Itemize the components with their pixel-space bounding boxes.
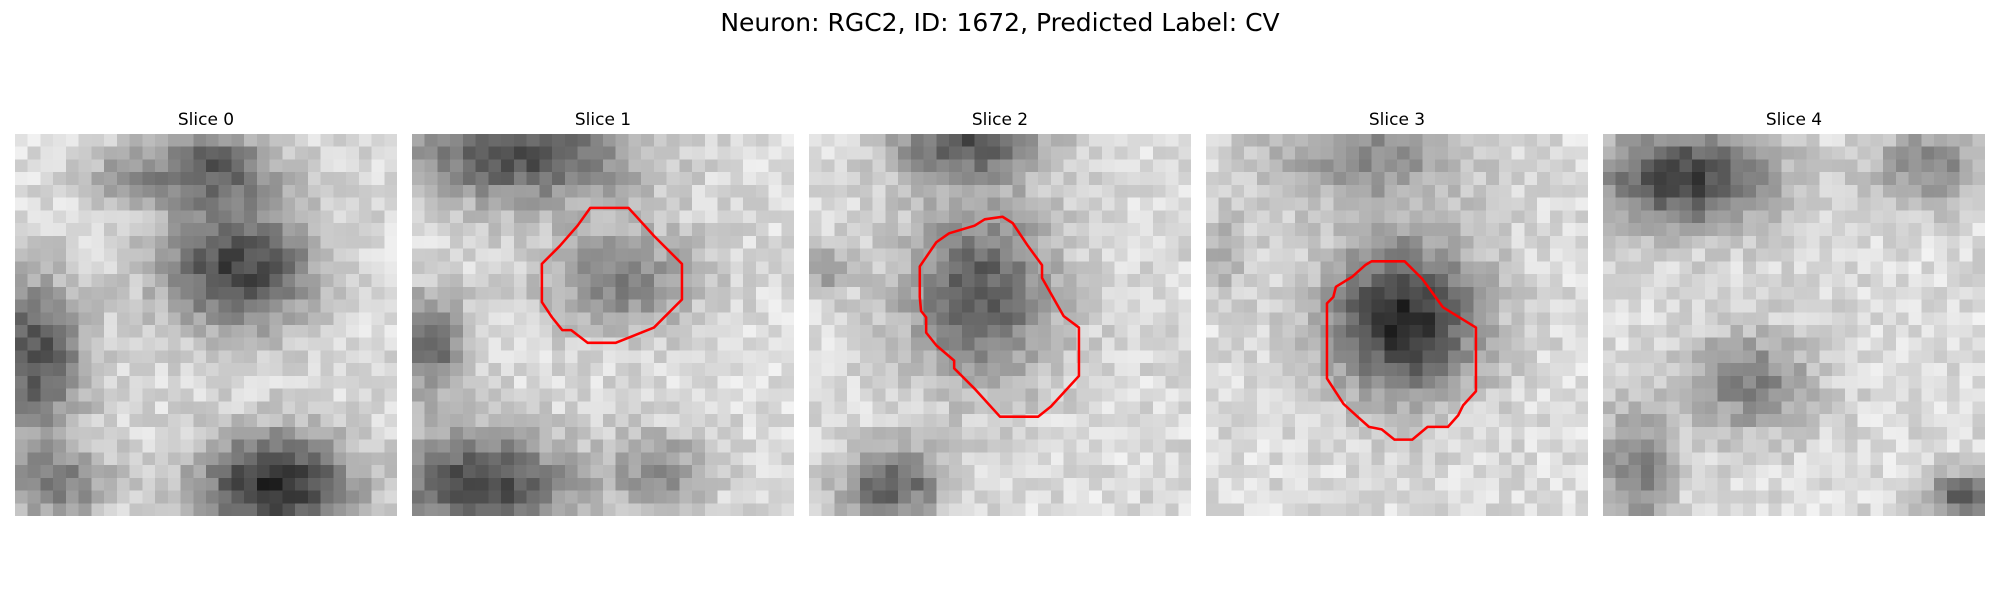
slice-title-1: Slice 1 [574,110,632,130]
segmentation-contour-3 [1325,260,1478,441]
segmentation-contour-2 [918,215,1081,418]
slice-image-4 [1603,134,1985,516]
slice-title-2: Slice 2 [971,110,1029,130]
slice-panel-1: Slice 1 [412,110,794,516]
slice-image-0 [15,134,397,516]
slice-panel-4: Slice 4 [1603,110,1985,516]
slice-panel-2: Slice 2 [809,110,1191,516]
slice-image-3 [1206,134,1588,516]
slice-title-0: Slice 0 [177,110,235,130]
figure-title: Neuron: RGC2, ID: 1672, Predicted Label:… [720,8,1280,37]
slice-image-1 [412,134,794,516]
slice-panel-3: Slice 3 [1206,110,1588,516]
slice-image-2 [809,134,1191,516]
slice-title-4: Slice 4 [1765,110,1823,130]
slice-panel-0: Slice 0 [15,110,397,516]
segmentation-contour-1 [540,206,684,345]
slice-title-3: Slice 3 [1368,110,1426,130]
